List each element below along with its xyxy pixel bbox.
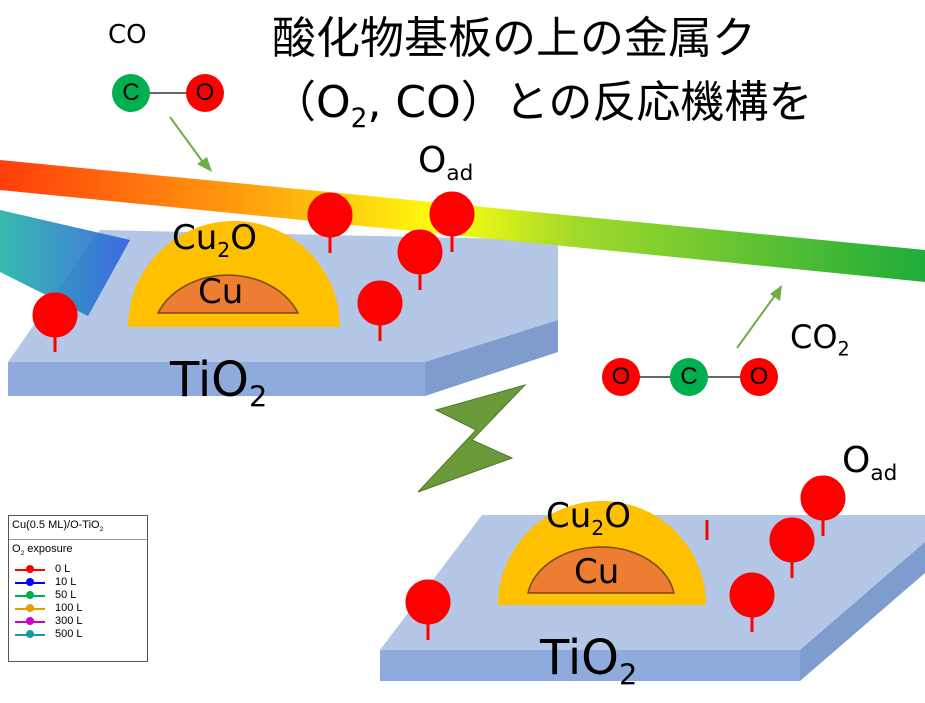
legend-item-label: 100 L [55,602,83,615]
co2-oxygen-atom-right: O [740,358,778,396]
cu-label-lower: Cu [574,552,620,592]
oad-label-lower: Oad [842,440,898,487]
blue-light-beam [0,210,130,316]
co-arrow [169,116,212,172]
legend-item-label: 50 L [55,589,77,602]
tio2-label-upper: TiO2 [170,352,268,414]
legend-title: Cu(0.5 ML)/O-TiO2 [9,516,147,541]
cu2o-label-lower: Cu2O [546,496,632,540]
legend-dot-marker [26,565,34,574]
adsorbed-oxygen-lower [405,475,846,640]
legend-item-label: 500 L [55,628,83,641]
legend-item-label: 10 L [55,576,77,589]
legend-item-label: 0 L [55,563,71,576]
cu2o-label-upper: Cu2O [172,218,258,262]
cu-label-upper: Cu [198,272,244,312]
legend-dot-marker [26,630,34,639]
legend-dot-marker [26,617,34,626]
cu-core-upper [156,274,300,314]
co2-oxygen-atom-left: O [602,358,640,396]
cu-core-lower [527,546,675,594]
title-line-1: 酸化物基板の上の金属ク [272,13,756,64]
legend-item-label: 300 L [55,615,83,628]
oxygen-atom: O [186,74,224,112]
legend: Cu(0.5 ML)/O-TiO2 O2 exposure 0 L 10 L 50 … [8,515,148,662]
co2-carbon-atom: C [670,358,708,396]
oad-label-upper: Oad [418,140,474,187]
legend-item: 10 L [9,576,147,589]
legend-dot-marker [26,591,34,600]
adsorbed-oxygen-upper [32,191,475,352]
legend-item: 300 L [9,615,147,628]
title-line-2: （O2, CO）との反応機構を [272,77,813,134]
legend-item: 50 L [9,589,147,602]
legend-subtitle: O2 exposure [12,543,73,558]
tio2-label-lower: TiO2 [540,630,638,692]
co-label: CO [108,20,147,50]
legend-dot-marker [26,604,34,613]
legend-item: 100 L [9,602,147,615]
legend-item: 0 L [9,563,147,576]
carbon-atom: C [112,74,150,112]
co2-label: CO2 [790,318,850,361]
co2-arrow [736,285,782,349]
legend-item: 500 L [9,628,147,641]
transition-arrow [417,384,527,493]
legend-dot-marker [26,578,34,587]
